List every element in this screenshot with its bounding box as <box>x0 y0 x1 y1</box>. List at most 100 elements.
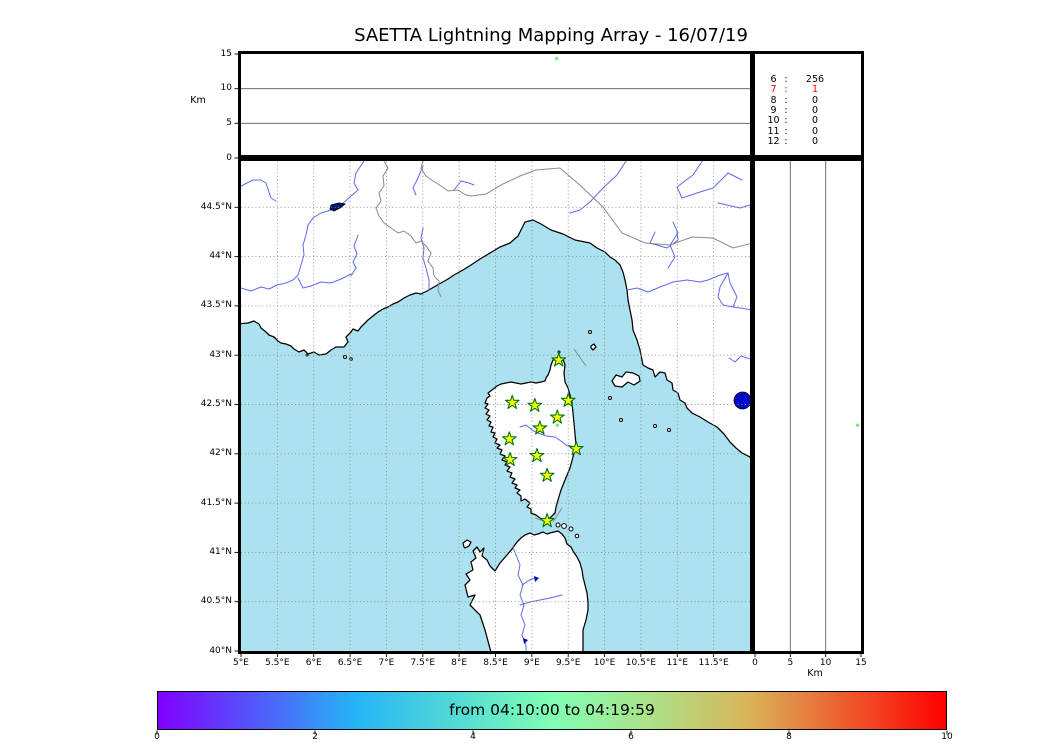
lat-tick-label: 41°N <box>209 546 232 557</box>
sardinia-lake <box>523 638 528 644</box>
station-count-row: 12: 0 <box>755 135 861 147</box>
station-star <box>539 513 555 528</box>
lon-tick-label: 10°E <box>593 658 616 668</box>
top-panel-ytick-label: 10 <box>220 83 232 94</box>
islet <box>343 355 347 359</box>
lon-tick-label: 8°E <box>451 658 468 668</box>
lake-bolsena <box>733 391 750 410</box>
station-count-n: 6 <box>770 74 777 85</box>
station-count-colon: : <box>784 74 788 85</box>
station-star <box>504 394 520 409</box>
station-count-value: 0 <box>811 94 819 106</box>
station-count-row: 7: 1 <box>755 85 861 95</box>
station-count-row: 8: 0 <box>755 94 861 106</box>
islet <box>555 522 561 528</box>
station-count-colon: : <box>784 115 788 127</box>
counts-panel-frame <box>752 51 864 161</box>
lon-tick-label: 11.5°E <box>698 658 729 668</box>
right-panel-xtick-label: 0 <box>752 658 758 668</box>
rivers <box>241 158 750 651</box>
lat-tick-label: 44°N <box>209 251 232 262</box>
altitude-latitude-panel <box>789 158 860 651</box>
station-count-row: 9: 0 <box>755 104 861 116</box>
lat-tick-label: 43°N <box>209 349 232 360</box>
colorbar-tick-label: 8 <box>786 732 792 742</box>
station-star <box>532 420 548 435</box>
station-count-value: 256 <box>805 74 825 85</box>
altitude-time-panel <box>241 56 750 124</box>
station-star <box>568 441 584 456</box>
lon-tick-label: 7°E <box>378 658 395 668</box>
islet <box>653 424 657 428</box>
station-markers <box>501 352 584 528</box>
station-count-value: 1 <box>811 84 819 96</box>
station-count-value: 0 <box>811 104 819 116</box>
lightning-source-map-dot <box>555 423 559 427</box>
right-panel-xtick-label: 15 <box>855 658 867 668</box>
colorbar-tick-label: 10 <box>941 732 953 742</box>
islet <box>608 396 612 400</box>
sardinia-coast <box>464 530 589 651</box>
right-panel-xtick-label: 10 <box>819 658 832 668</box>
elba-island <box>611 371 641 388</box>
lon-tick-label: 8.5°E <box>483 658 508 668</box>
station-star <box>501 431 517 446</box>
lat-tick-label: 41.5°N <box>200 497 232 508</box>
lon-tick-label: 9°E <box>523 658 540 668</box>
corsica-coast <box>484 356 577 522</box>
station-count-n: 10 <box>767 115 780 127</box>
station-count-row: 10: 0 <box>755 116 861 126</box>
lon-tick-label: 6.5°E <box>337 658 363 668</box>
station-count-value: 0 <box>811 125 819 137</box>
lon-tick-label: 7.5°E <box>410 658 436 668</box>
lat-tick-label: 42°N <box>209 448 232 459</box>
lon-tick-label: 5°E <box>233 658 249 668</box>
station-star <box>539 467 555 482</box>
lightning-source-time-dot <box>554 56 559 61</box>
station-count-value: 0 <box>811 135 819 147</box>
lon-tick-label: 5.5°E <box>265 658 290 668</box>
station-count-n: 8 <box>770 94 777 106</box>
colorbar-tick-label: 2 <box>312 732 318 742</box>
station-count-colon: : <box>784 135 788 147</box>
lake-serre-poncon <box>329 202 347 212</box>
coastlines <box>241 158 750 651</box>
station-star <box>560 392 576 407</box>
top-panel-ytick-label: 0 <box>226 152 232 163</box>
station-count-n: 9 <box>770 104 777 116</box>
top-panel-ytick-label: 15 <box>220 48 232 59</box>
figure-title: SAETTA Lightning Mapping Array - 16/07/1… <box>354 25 748 46</box>
colorbar-label: from 04:10:00 to 04:19:59 <box>449 701 655 719</box>
right-panel-xlabel: Km <box>807 668 823 679</box>
islet <box>574 533 580 539</box>
lightning-source-alt-dot <box>855 423 860 427</box>
station-star <box>551 352 567 367</box>
right-panel-frame <box>752 155 864 654</box>
right-panel-xtick-label: 5 <box>787 658 794 668</box>
islet <box>667 428 671 432</box>
station-count-row: 6: 256 <box>755 75 861 85</box>
top-panel-frame <box>238 51 753 161</box>
map-frame <box>238 155 753 654</box>
station-count-n: 11 <box>767 125 780 137</box>
map-panel <box>241 158 750 651</box>
islet <box>619 418 623 422</box>
top-panel-ylabel: Km <box>190 95 206 106</box>
lat-tick-label: 40.5°N <box>200 596 232 607</box>
station-star <box>527 397 543 412</box>
colorbar-tick-label: 6 <box>628 732 634 742</box>
station-count-colon: : <box>784 94 788 106</box>
station-star <box>529 448 545 463</box>
station-count-n: 7 <box>770 84 777 96</box>
lon-tick-label: 10.5°E <box>625 658 657 668</box>
station-star <box>502 451 518 467</box>
graticule-grid <box>241 158 750 651</box>
station-count-colon: : <box>784 104 788 116</box>
station-count-colon: : <box>784 125 788 137</box>
mainland-coast <box>241 158 750 458</box>
lat-tick-label: 42.5°N <box>200 399 232 409</box>
lon-tick-label: 6°E <box>305 658 322 668</box>
colorbar: from 04:10:00 to 04:19:59 <box>157 691 947 730</box>
